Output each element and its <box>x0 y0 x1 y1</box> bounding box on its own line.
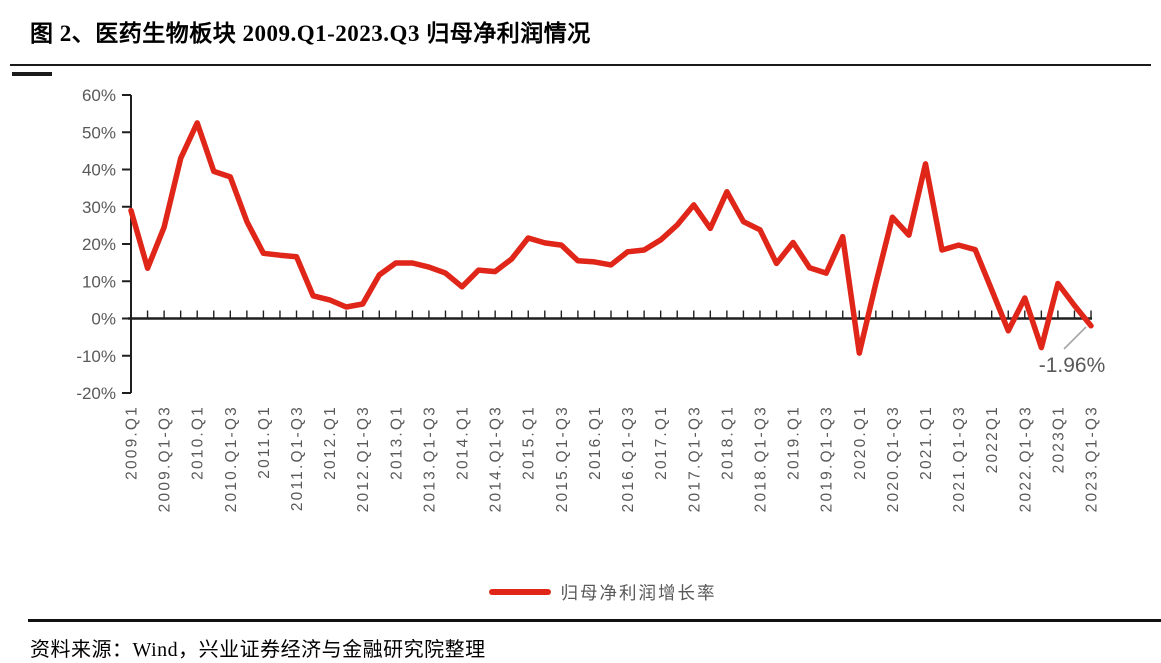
title-divider-dash <box>12 72 52 76</box>
x-tick-label: 2020.Q1 <box>852 405 869 480</box>
annotation-leader-line <box>1063 326 1087 350</box>
profit-growth-line <box>128 120 1094 356</box>
y-tick-label: 0% <box>91 310 116 329</box>
x-tick-label: 2012.Q1 <box>322 405 339 480</box>
x-tick-label: 2021.Q1-Q3 <box>951 405 968 512</box>
x-tick-label: 2011.Q1 <box>256 405 273 479</box>
figure-title: 图 2、医药生物板块 2009.Q1-2023.Q3 归母净利润情况 <box>30 21 591 46</box>
source-note: 资料来源：Wind，兴业证券经济与金融研究院整理 <box>30 639 486 661</box>
x-tick-label: 2016.Q1-Q3 <box>620 405 637 512</box>
last-value-annotation: -1.96% <box>1039 354 1106 377</box>
x-tick-label: 2013.Q1-Q3 <box>421 405 438 512</box>
legend: 归母净利润增长率 <box>22 578 1161 606</box>
x-tick-label: 2009.Q1 <box>124 405 141 480</box>
legend-line-swatch <box>488 589 551 595</box>
x-tick-label: 2015.Q1 <box>521 405 538 480</box>
x-tick-label: 2010.Q1-Q3 <box>223 405 240 512</box>
x-tick-label: 2018.Q1-Q3 <box>752 405 769 512</box>
x-tick-label: 2019.Q1 <box>786 405 803 480</box>
x-tick-label: 2023Q1 <box>1050 405 1067 473</box>
x-tick-label: 2012.Q1-Q3 <box>355 405 372 512</box>
x-tick-label: 2022Q1 <box>984 405 1001 473</box>
footer-divider <box>28 619 1161 622</box>
title-divider <box>10 64 1151 66</box>
legend-label: 归母净利润增长率 <box>560 582 717 603</box>
x-tick-label: 2010.Q1 <box>190 405 207 480</box>
x-tick-label: 2020.Q1-Q3 <box>885 405 902 512</box>
x-tick-label: 2022.Q1-Q3 <box>1017 405 1034 512</box>
y-tick-label: 10% <box>82 272 116 291</box>
x-tick-label: 2023.Q1-Q3 <box>1084 405 1101 512</box>
x-tick-label: 2014.Q1-Q3 <box>488 405 505 512</box>
x-tick-label: 2014.Q1 <box>455 405 472 480</box>
x-tick-label: 2016.Q1 <box>587 405 604 480</box>
y-tick-label: -10% <box>76 347 116 366</box>
y-tick-label: -20% <box>76 384 116 403</box>
y-tick-label: 30% <box>82 198 116 217</box>
x-tick-label: 2015.Q1-Q3 <box>554 405 571 512</box>
x-tick-label: 2017.Q1 <box>653 405 670 480</box>
x-tick-label: 2017.Q1-Q3 <box>686 405 703 512</box>
x-tick-label: 2021.Q1 <box>918 405 935 480</box>
y-tick-label: 20% <box>82 235 116 254</box>
x-tick-label: 2013.Q1 <box>388 405 405 480</box>
x-tick-label: 2011.Q1-Q3 <box>289 405 306 511</box>
y-tick-label: 40% <box>82 161 116 180</box>
x-tick-label: 2009.Q1-Q3 <box>157 405 174 512</box>
y-tick-label: 50% <box>82 123 116 142</box>
y-tick-label: 60% <box>82 86 116 105</box>
x-tick-label: 2018.Q1 <box>719 405 736 480</box>
x-tick-label: 2019.Q1-Q3 <box>819 405 836 512</box>
profit-growth-chart: 60% 50% 40% 30% 20% 10% 0% -10% -20% 2009.Q1 2009.… <box>76 86 1106 512</box>
